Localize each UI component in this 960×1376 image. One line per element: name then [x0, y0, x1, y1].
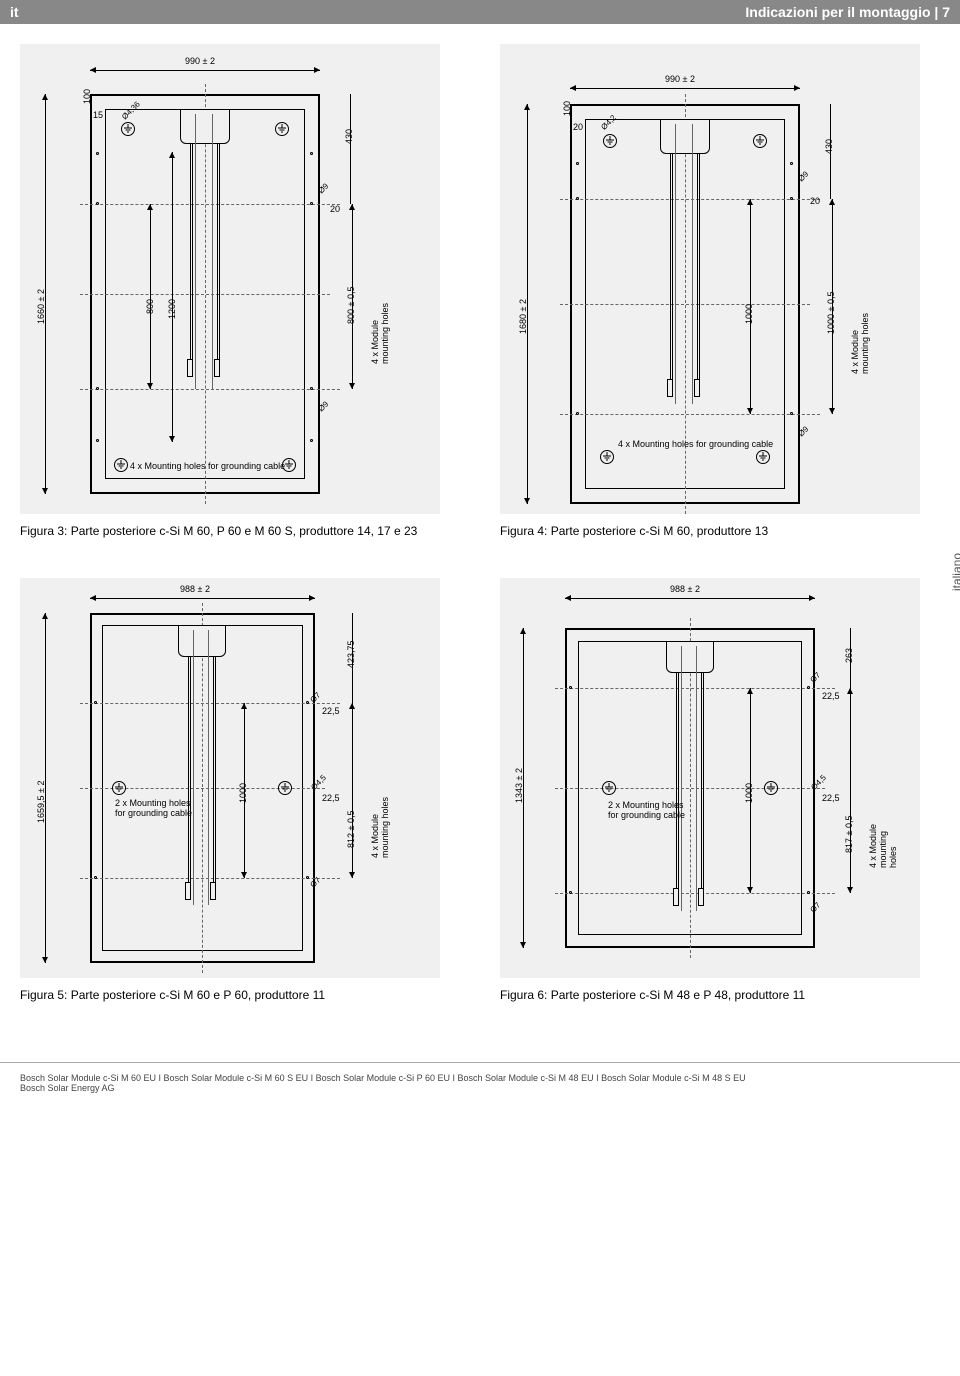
- figure-5-caption: Figura 5: Parte posteriore c-Si M 60 e P…: [20, 988, 440, 1002]
- figure-cell: 990 ± 2 1680 ± 2 100: [500, 44, 940, 568]
- dim-label: 22,5: [322, 793, 340, 803]
- dim-label: 20: [810, 196, 820, 206]
- figure-4-caption: Figura 4: Parte posteriore c-Si M 60, pr…: [500, 524, 920, 538]
- dim-label: 20: [573, 122, 583, 132]
- ground-icon: [603, 134, 617, 148]
- header-bar: it Indicazioni per il montaggio | 7: [0, 0, 960, 24]
- dim-label: 4 x Module mounting holes: [370, 788, 390, 858]
- ground-icon: [278, 781, 292, 795]
- lang-code: it: [10, 4, 19, 20]
- ground-icon: [114, 458, 128, 472]
- ground-icon: [756, 450, 770, 464]
- dim-label: 990 ± 2: [185, 56, 215, 66]
- dim-label: 20: [330, 204, 340, 214]
- figure-6-diagram: 988 ± 2 1343 ± 2: [500, 578, 920, 978]
- ground-icon: [600, 450, 614, 464]
- dim-label: 4 x Module mounting holes: [850, 304, 870, 374]
- dim-label: 800 ± 0,5: [346, 287, 356, 324]
- footer-line-2: Bosch Solar Energy AG: [20, 1083, 940, 1093]
- footer: Bosch Solar Module c-Si M 60 EU I Bosch …: [0, 1062, 960, 1103]
- dim-label: 22,5: [822, 691, 840, 701]
- language-tab: italiano: [950, 553, 960, 591]
- dim-label: 990 ± 2: [665, 74, 695, 84]
- dim-label: 988 ± 2: [670, 584, 700, 594]
- dim-label: 4 x Module mounting holes: [868, 816, 898, 868]
- dim-label: 100: [562, 101, 572, 116]
- figure-row: 990 ± 2 1660 ± 2: [20, 44, 940, 568]
- dim-label: 988 ± 2: [180, 584, 210, 594]
- dim-label: 1000: [744, 304, 754, 324]
- dim-label: 430: [824, 139, 834, 154]
- ground-icon: [753, 134, 767, 148]
- dim-label: 22,5: [322, 706, 340, 716]
- footer-line-1: Bosch Solar Module c-Si M 60 EU I Bosch …: [20, 1073, 940, 1083]
- dim-label: 15: [93, 110, 103, 120]
- ground-icon: [275, 122, 289, 136]
- figure-3-caption: Figura 3: Parte posteriore c-Si M 60, P …: [20, 524, 440, 538]
- content: 990 ± 2 1660 ± 2: [0, 24, 960, 1062]
- dim-label: 1000: [744, 783, 754, 803]
- dim-label: 817 ± 0,5: [844, 816, 854, 853]
- figure-cell: 990 ± 2 1660 ± 2: [20, 44, 460, 568]
- dim-label: 1000 ± 0,5: [826, 292, 836, 334]
- dim-label: 423,75: [346, 640, 356, 668]
- dim-label: 4 x Module mounting holes: [370, 294, 390, 364]
- ground-icon: [602, 781, 616, 795]
- figure-6-caption: Figura 6: Parte posteriore c-Si M 48 e P…: [500, 988, 920, 1002]
- page-title: Indicazioni per il montaggio | 7: [745, 4, 950, 20]
- figure-row: 988 ± 2 1659,5 ± 2: [20, 578, 940, 1032]
- dim-label: 812 ± 0,5: [346, 811, 356, 848]
- dim-label: 22,5: [822, 793, 840, 803]
- figure-cell: 988 ± 2 1659,5 ± 2: [20, 578, 460, 1032]
- dim-label: 1000: [238, 783, 248, 803]
- ground-note: 2 x Mounting holes for grounding cable: [115, 798, 192, 818]
- ground-icon: [121, 122, 135, 136]
- dim-label: 263: [844, 648, 854, 663]
- figure-5-diagram: 988 ± 2 1659,5 ± 2: [20, 578, 440, 978]
- figure-cell: 988 ± 2 1343 ± 2: [500, 578, 940, 1032]
- dim-label: 430: [344, 129, 354, 144]
- ground-note: 4 x Mounting holes for grounding cable: [618, 439, 773, 449]
- dim-label: 100: [82, 89, 92, 104]
- ground-note: 4 x Mounting holes for grounding cable: [130, 461, 285, 471]
- figure-3-diagram: 990 ± 2 1660 ± 2: [20, 44, 440, 514]
- figure-4-diagram: 990 ± 2 1680 ± 2 100: [500, 44, 920, 514]
- ground-icon: [764, 781, 778, 795]
- ground-icon: [112, 781, 126, 795]
- ground-note: 2 x Mounting holes for grounding cable: [608, 800, 685, 820]
